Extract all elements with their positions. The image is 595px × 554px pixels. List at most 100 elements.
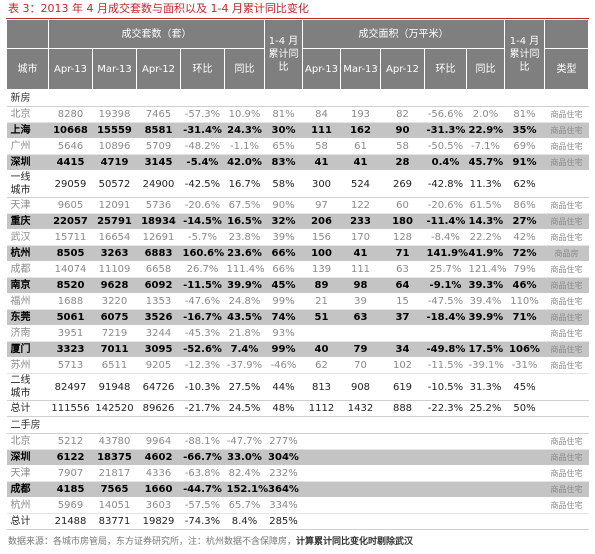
city-name: 成都 [10, 484, 31, 495]
value-cell: 6122 [48, 449, 93, 466]
value-cell [302, 449, 341, 466]
value-cell [380, 497, 425, 514]
city-name: 一线城市 [10, 172, 31, 196]
section-row: 新房 [6, 89, 589, 107]
value-cell: 3244 [136, 325, 181, 342]
value-cell: 41 [340, 154, 381, 171]
city-name: 成都 [10, 264, 31, 275]
value-cell: 300 [302, 170, 341, 198]
type-cell: 商品住宅 [544, 341, 589, 358]
value-cell: -42.5% [180, 170, 225, 198]
value-cell: 44% [264, 373, 303, 401]
value-cell: 3145 [136, 154, 181, 171]
value-cell: 10.9% [224, 106, 265, 123]
value-cell: 4415 [48, 154, 93, 171]
value-cell: 12091 [92, 197, 137, 214]
data-row: 厦门 3323 7011 3095 -52.6% 7.4% 99% 40 79 34 -49.8% 1… [6, 341, 589, 358]
value-cell: 7907 [48, 465, 93, 482]
value-cell: 37 [380, 309, 425, 326]
data-row: 武汉 15711 16654 12691 -5.7% 23.8% 39% 156 170 128-… [6, 229, 589, 246]
value-cell [466, 465, 505, 482]
value-cell: 34 [380, 341, 425, 358]
value-cell: 102 [380, 357, 425, 374]
value-cell: 83771 [92, 513, 137, 530]
value-cell [340, 433, 381, 450]
value-cell: 24900 [136, 170, 181, 198]
city-cell: 上海 [6, 122, 49, 139]
value-cell: 7.4% [224, 341, 265, 358]
value-cell: 91% [504, 154, 545, 171]
value-cell: 334% [264, 497, 303, 514]
value-cell: 91948 [92, 373, 137, 401]
value-cell: -18.4% [424, 309, 467, 326]
value-cell [424, 513, 467, 530]
group-header: 成交面积（万平米） [302, 19, 505, 49]
value-cell: 48% [264, 400, 303, 417]
value-cell: 524 [340, 170, 381, 198]
value-cell: 277% [264, 433, 303, 450]
value-cell: 5713 [48, 357, 93, 374]
value-cell [424, 449, 467, 466]
value-cell: 81% [264, 106, 303, 123]
value-cell: 84 [302, 106, 341, 123]
value-cell [302, 497, 341, 514]
value-cell: 8.4% [224, 513, 265, 530]
city-cell: 杭州 [6, 497, 49, 514]
type-cell: 商品住宅 [544, 433, 589, 450]
value-cell: 60 [380, 197, 425, 214]
value-cell: 58 [380, 138, 425, 155]
column-header: Mar-13 [92, 48, 137, 90]
value-cell: 70 [340, 357, 381, 374]
type-cell [544, 513, 589, 530]
value-cell: 69% [504, 138, 545, 155]
type-cell: 商品住宅 [544, 481, 589, 498]
city-name: 北京 [10, 109, 31, 120]
value-cell: 42% [504, 229, 545, 246]
column-header: Mar-13 [340, 48, 381, 90]
value-cell: 39% [264, 229, 303, 246]
value-cell: 4185 [48, 481, 93, 498]
header-blank [6, 19, 49, 49]
value-cell: -5.4% [180, 154, 225, 171]
value-cell [302, 513, 341, 530]
value-cell: -9.1% [424, 277, 467, 294]
city-name: 济南 [10, 328, 31, 339]
value-cell: 61 [340, 138, 381, 155]
value-cell: 65% [264, 138, 303, 155]
value-cell: 89 [302, 277, 341, 294]
value-cell: 64 [380, 277, 425, 294]
value-cell: 72% [504, 245, 545, 262]
column-header: 类型 [544, 48, 589, 90]
value-cell: 9605 [48, 197, 93, 214]
value-cell: 7565 [92, 481, 137, 498]
value-cell: 5709 [136, 138, 181, 155]
value-cell: -31.4% [180, 122, 225, 139]
data-row: 天津 9605 12091 5736 -20.6% 67.5% 90% 97 122 60 -20.… [6, 197, 589, 214]
value-cell: 39.9% [466, 309, 505, 326]
city-name: 武汉 [10, 232, 31, 243]
value-cell [504, 433, 545, 450]
value-cell: -74.3% [180, 513, 225, 530]
value-cell: 152.1% [224, 481, 268, 498]
value-cell: 21 [302, 293, 341, 310]
value-cell: 79 [340, 341, 381, 358]
value-cell: 25.7% [424, 261, 467, 278]
value-cell: 10668 [48, 122, 93, 139]
value-cell [504, 449, 545, 466]
city-name: 天津 [10, 468, 31, 479]
value-cell: 62 [302, 357, 341, 374]
value-cell: 3095 [136, 341, 181, 358]
column-header: Apr-13 [302, 48, 341, 90]
value-cell: 63 [340, 309, 381, 326]
value-cell [424, 481, 467, 498]
value-cell: 22.9% [466, 122, 505, 139]
city-name: 深圳 [10, 452, 31, 463]
type-cell [544, 400, 589, 417]
data-row: 深圳 6122 18375 4602 -66.7% 33.0% 304% 商品住宅 [6, 449, 589, 466]
value-cell: 813 [302, 373, 341, 401]
report-table: 表 3：2013 年 4 月成交套数与面积以及 1-4 月累计同比变化 成交套数… [6, 0, 589, 547]
value-cell: 63 [380, 261, 425, 278]
value-cell: 32% [264, 213, 303, 230]
value-cell: 16654 [92, 229, 137, 246]
table-title: 表 3：2013 年 4 月成交套数与面积以及 1-4 月累计同比变化 [6, 0, 589, 19]
